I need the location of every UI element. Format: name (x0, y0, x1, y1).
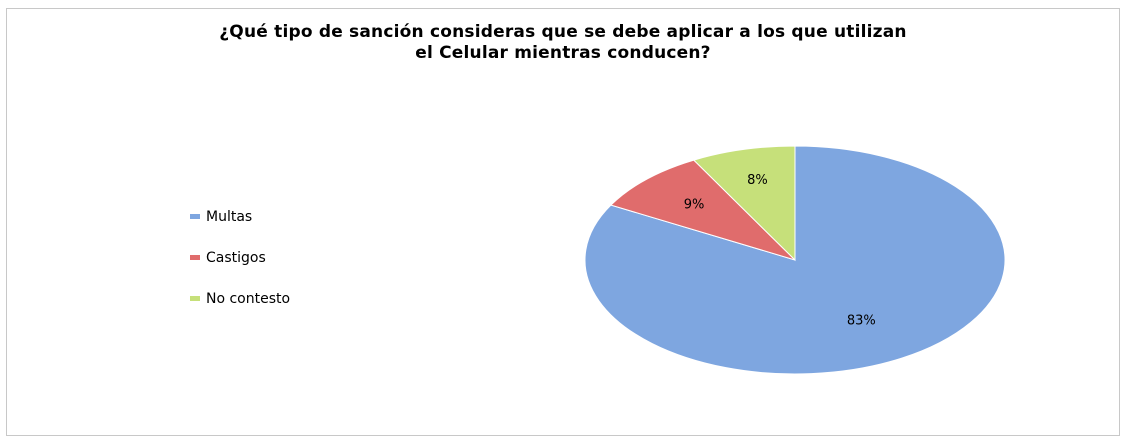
legend-item-no-contesto: No contesto (190, 278, 290, 319)
chart-legend: Multas Castigos No contesto (190, 196, 290, 319)
legend-label-castigos: Castigos (206, 249, 266, 266)
pie-label-multas: 83% (847, 313, 876, 328)
pie-slice-no-contesto (692, 145, 796, 262)
legend-item-castigos: Castigos (190, 237, 290, 278)
pie-slice-castigos (610, 159, 796, 261)
chart-title: ¿Qué tipo de sanción consideras que se d… (0, 22, 1126, 64)
legend-item-multas: Multas (190, 196, 290, 237)
legend-swatch-castigos (190, 255, 200, 260)
legend-swatch-multas (190, 214, 200, 219)
chart-title-line-2: el Celular mientras conducen? (415, 43, 711, 63)
pie-label-castigos: 9% (684, 198, 705, 213)
legend-label-multas: Multas (206, 208, 253, 225)
chart-title-line-1: ¿Qué tipo de sanción consideras que se d… (219, 22, 907, 42)
legend-swatch-no-contesto (190, 296, 200, 301)
pie-label-no-contesto: 8% (747, 173, 768, 188)
legend-label-no-contesto: No contesto (206, 290, 291, 307)
